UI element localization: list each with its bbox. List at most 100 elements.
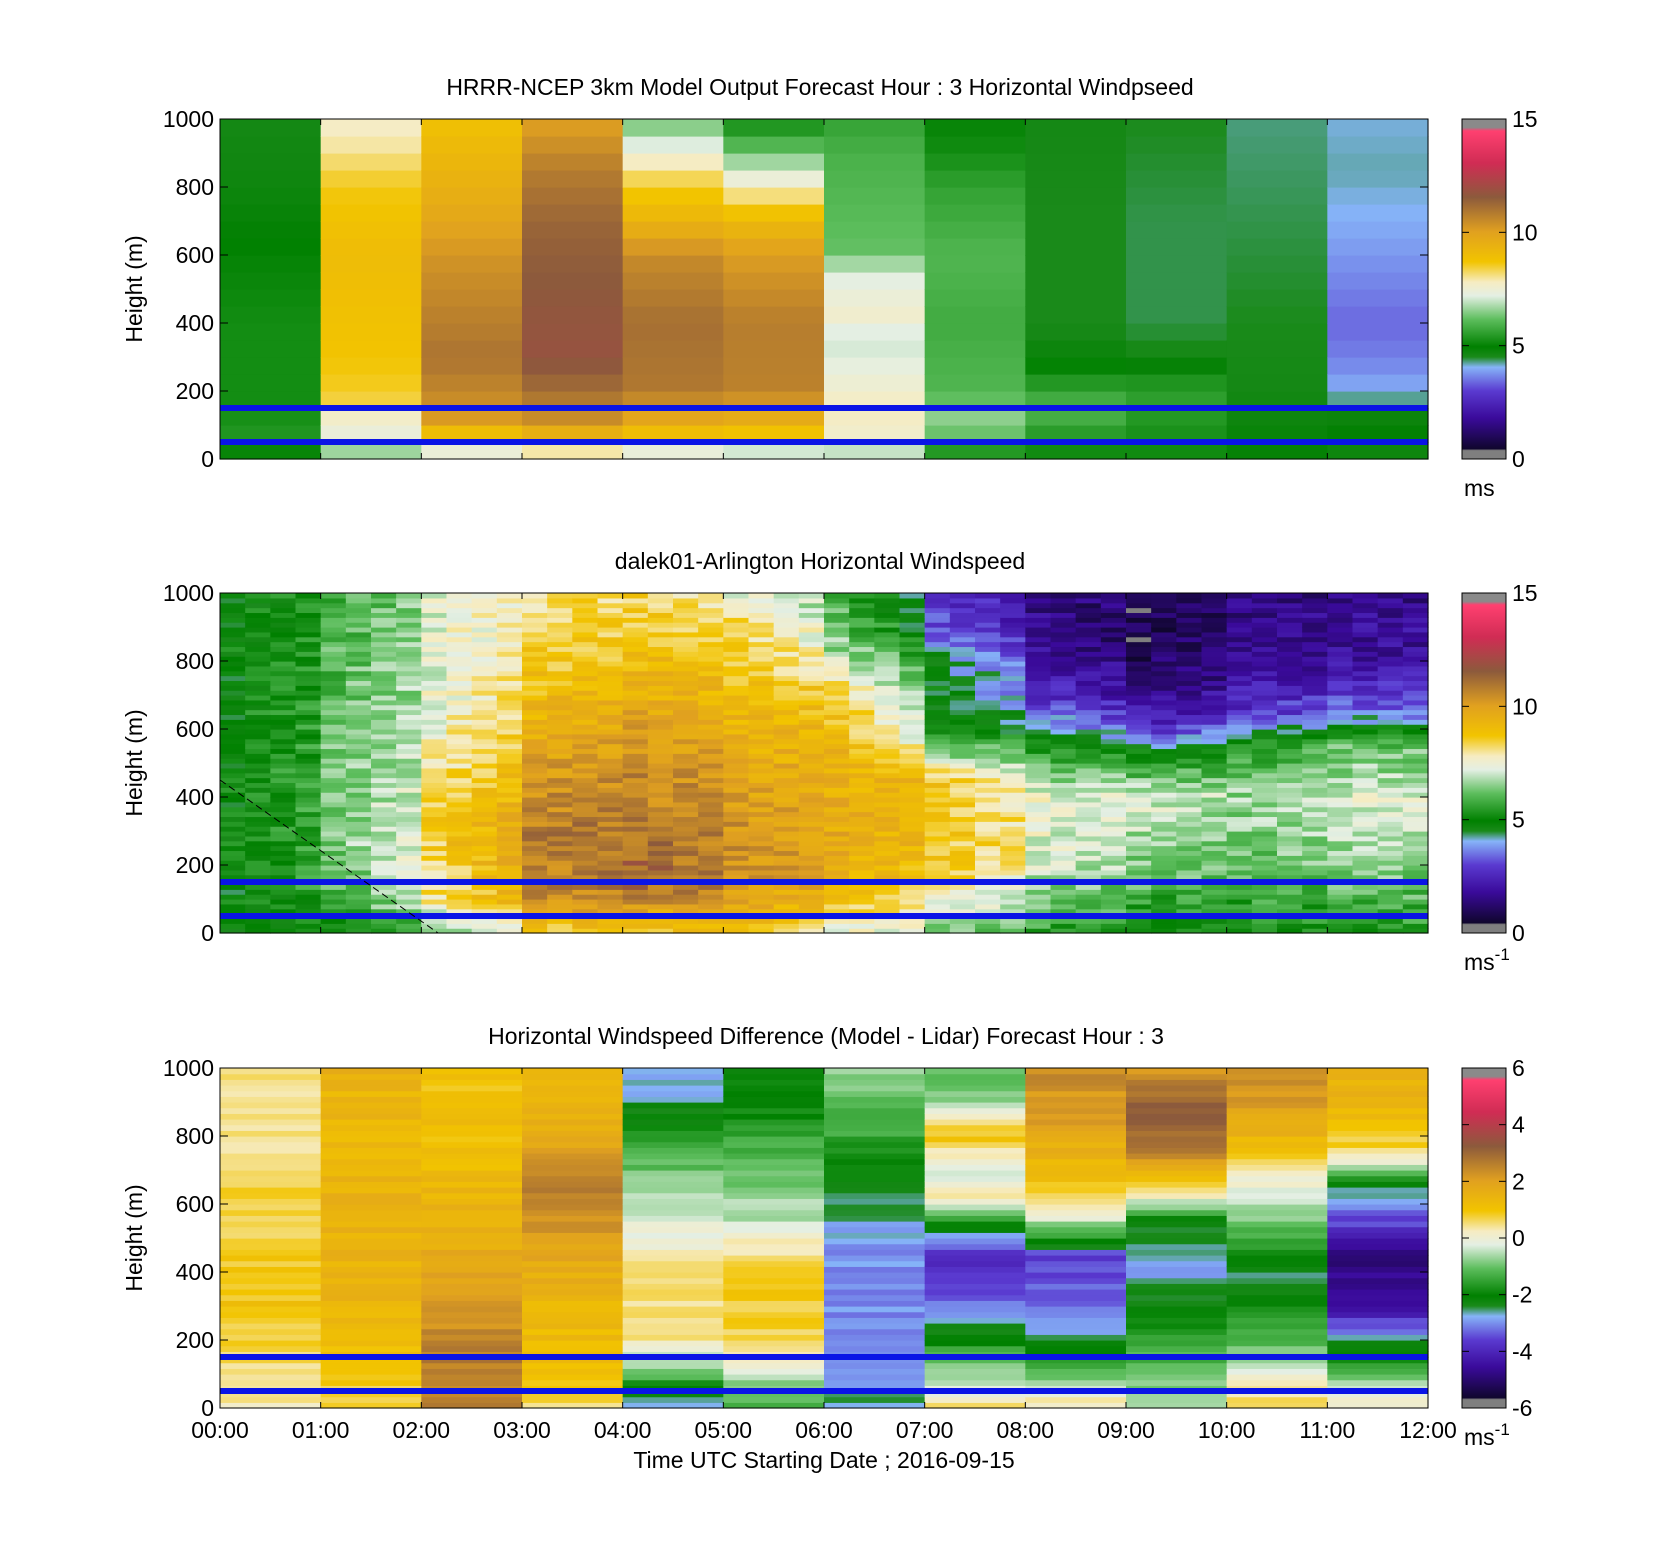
heatmap-cell: [345, 908, 372, 915]
heatmap-cell: [1126, 1085, 1228, 1092]
heatmap-cell: [1075, 908, 1102, 915]
heatmap-cell: [295, 772, 322, 779]
heatmap-cell: [1126, 1243, 1228, 1250]
heatmap-cell: [320, 729, 347, 735]
heatmap-cell: [924, 1141, 1026, 1148]
heatmap-cell: [1126, 1294, 1228, 1301]
heatmap-cell: [396, 724, 422, 730]
heatmap-cell: [371, 758, 397, 764]
heatmap-cell: [220, 1311, 322, 1318]
heatmap-cell: [1100, 641, 1127, 648]
heatmap-cell: [1226, 908, 1253, 915]
heatmap-cell: [773, 719, 800, 725]
heatmap-cell: [924, 656, 951, 662]
heatmap-cell: [698, 627, 724, 633]
heatmap-cell: [723, 1209, 825, 1216]
heatmap-cell: [698, 743, 724, 750]
heatmap-cell: [496, 767, 523, 774]
heatmap-cell: [622, 763, 649, 769]
heatmap-cell: [1025, 1249, 1127, 1256]
heatmap-cell: [924, 869, 951, 876]
heatmap-cell: [949, 840, 976, 847]
heatmap-cell: [773, 923, 800, 929]
heatmap-cell: [295, 899, 322, 905]
heatmap-cell: [320, 1317, 422, 1324]
heatmap-cell: [849, 826, 875, 832]
heatmap-cell: [295, 636, 322, 643]
heatmap-cell: [1050, 670, 1077, 677]
heatmap-cell: [446, 928, 473, 934]
heatmap-cell: [421, 826, 448, 832]
heatmap-cell: [547, 801, 573, 808]
heatmap-cell: [975, 903, 1001, 910]
heatmap-cell: [220, 806, 246, 813]
heatmap-cell: [773, 607, 800, 614]
heatmap-cell: [522, 255, 624, 273]
heatmap-cell: [1025, 153, 1127, 171]
heatmap-cell: [622, 646, 649, 652]
heatmap-cell: [1176, 593, 1203, 599]
heatmap-cell: [824, 1283, 926, 1290]
heatmap-cell: [824, 187, 926, 205]
heatmap-cell: [547, 787, 573, 793]
heatmap-cell: [421, 1141, 523, 1148]
heatmap-cell: [1050, 884, 1077, 890]
heatmap-cell: [1302, 840, 1328, 847]
heatmap-cell: [773, 656, 800, 662]
heatmap-cell: [924, 1068, 1026, 1075]
heatmap-cell: [824, 204, 926, 222]
heatmap-cell: [874, 758, 901, 764]
panel-model: HRRR-NCEP 3km Model Output Forecast Hour…: [121, 74, 1538, 501]
heatmap-cell: [522, 680, 548, 686]
heatmap-cell: [824, 255, 926, 273]
heatmap-cell: [547, 923, 573, 929]
heatmap-cell: [1277, 607, 1303, 614]
heatmap-cell: [924, 1289, 1026, 1296]
heatmap-cell: [622, 699, 649, 706]
heatmap-cell: [572, 733, 599, 740]
heatmap-cell: [698, 923, 724, 929]
heatmap-cell: [949, 884, 976, 890]
heatmap-cell: [1151, 627, 1177, 633]
colorbar-tick-label: -6: [1512, 1395, 1532, 1421]
heatmap-cell: [220, 1294, 322, 1301]
heatmap-cell: [622, 792, 649, 798]
heatmap-cell: [1302, 763, 1328, 769]
heatmap-cell: [899, 801, 926, 808]
heatmap-cell: [1277, 646, 1303, 652]
heatmap-cell: [949, 661, 976, 667]
y-tick-label: 800: [176, 648, 214, 674]
heatmap-cell: [824, 391, 926, 409]
y-axis-label: Height (m): [121, 1184, 147, 1291]
heatmap-cell: [345, 738, 372, 745]
heatmap-cell: [522, 1147, 624, 1154]
heatmap-cell: [1327, 719, 1354, 725]
heatmap-cell: [220, 1396, 322, 1403]
heatmap-cell: [522, 908, 548, 915]
heatmap-cell: [522, 1221, 624, 1228]
heatmap-cell: [924, 806, 951, 813]
heatmap-cell: [1176, 748, 1203, 754]
heatmap-cell: [622, 1317, 724, 1324]
heatmap-cell: [1151, 787, 1177, 793]
heatmap-cell: [1126, 1119, 1228, 1126]
heatmap-cell: [1226, 680, 1253, 686]
heatmap-cell: [421, 690, 448, 696]
heatmap-cell: [1075, 733, 1102, 740]
heatmap-cell: [1126, 797, 1152, 803]
heatmap-cell: [798, 733, 825, 740]
heatmap-cell: [446, 675, 473, 682]
heatmap-cell: [597, 928, 624, 934]
heatmap-cell: [496, 835, 523, 842]
heatmap-cell: [522, 1141, 624, 1148]
heatmap-cell: [1352, 889, 1379, 895]
heatmap-cell: [572, 772, 599, 779]
heatmap-cell: [698, 777, 724, 784]
heatmap-cell: [673, 670, 699, 677]
heatmap-cell: [698, 903, 724, 910]
heatmap-cell: [1075, 806, 1102, 813]
heatmap-cell: [899, 763, 926, 769]
heatmap-cell: [1226, 238, 1328, 256]
heatmap-cell: [270, 641, 297, 648]
heatmap-cell: [798, 903, 825, 910]
